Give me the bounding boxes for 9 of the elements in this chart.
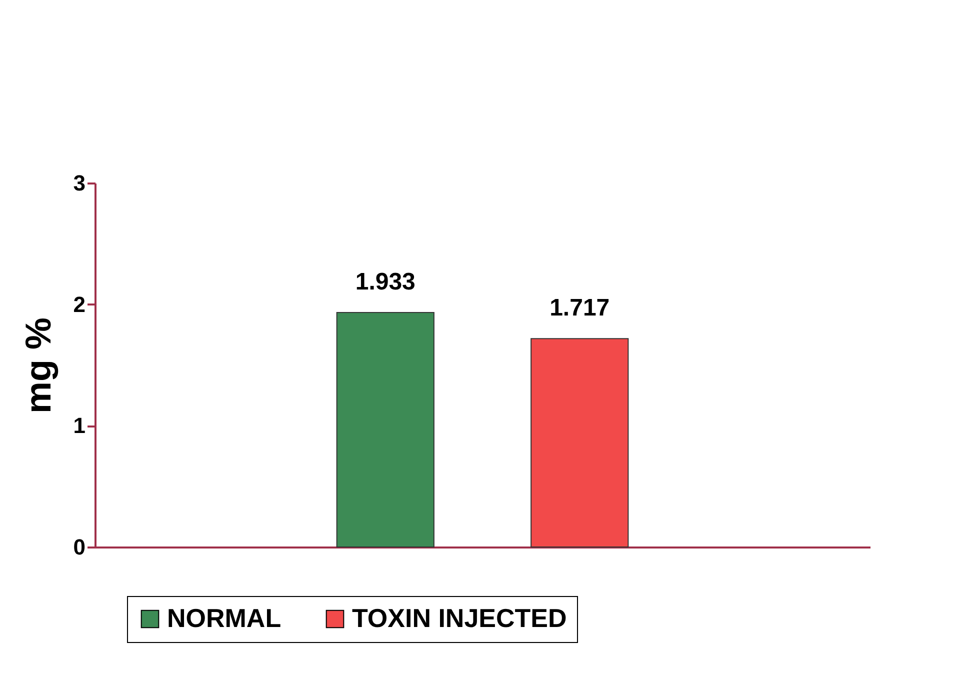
legend-label: TOXIN INJECTED <box>352 603 567 633</box>
y-tick-label: 0 <box>73 534 86 560</box>
legend-label: NORMAL <box>167 603 282 633</box>
y-axis-title: mg % <box>17 317 58 414</box>
data-label: 1.933 <box>355 268 416 296</box>
y-tick-label: 3 <box>73 170 86 196</box>
y-tick-label: 2 <box>73 292 86 317</box>
data-label: 1.717 <box>550 294 610 322</box>
y-tick-label: 1 <box>73 413 86 438</box>
